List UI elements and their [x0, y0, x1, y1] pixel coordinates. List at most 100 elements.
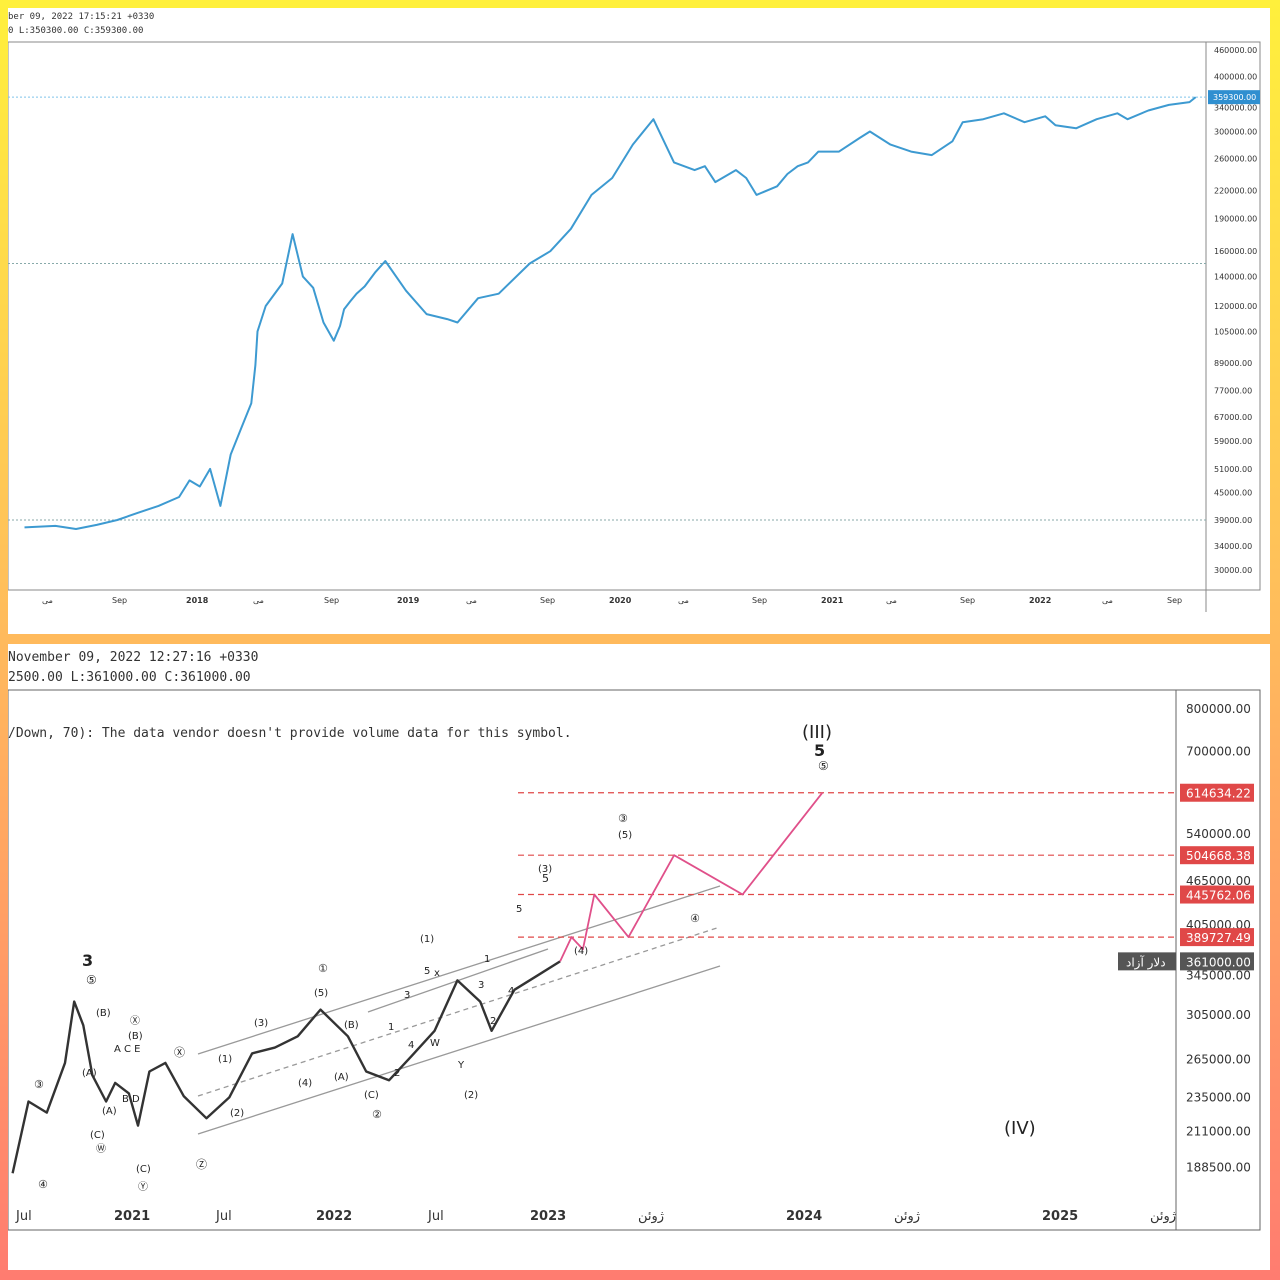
bottom-x-tick-label: 2025 — [1042, 1209, 1078, 1224]
wave-label: ⑤ — [86, 973, 97, 987]
wave-label: (1) — [218, 1054, 232, 1065]
wave-label: ③ — [618, 812, 628, 825]
top-y-tick-label: 340000.00 — [1214, 104, 1257, 113]
top-y-tick-label: 120000.00 — [1214, 302, 1257, 311]
trend-channel-line — [197, 926, 721, 1097]
top-y-tick-label: 89000.00 — [1214, 359, 1252, 368]
bottom-x-tick-label: 2021 — [114, 1209, 150, 1224]
wave-label: (A) — [102, 1106, 117, 1117]
top-x-tick-label: 2018 — [186, 596, 209, 605]
top-y-tick-label: 220000.00 — [1214, 187, 1257, 196]
wave-label: Ⓧ — [130, 1015, 140, 1027]
top-plot-frame — [8, 41, 1261, 591]
bottom-y-tick-label: 345000.00 — [1186, 969, 1251, 983]
bottom-y-tick-label: 211000.00 — [1186, 1125, 1251, 1139]
wave-label: 5 — [516, 904, 522, 915]
price-level-label: 445762.06 — [1186, 889, 1251, 903]
price-level-badge — [1180, 928, 1254, 947]
top-line-chart[interactable]: 460000.00 400000.00 340000.00 300000.00 2600… — [8, 8, 1270, 634]
top-x-tick-label: می — [886, 596, 897, 605]
wave-label: (IV) — [1004, 1118, 1036, 1139]
wave-label: B D — [122, 1094, 140, 1105]
top-price-line — [24, 96, 1197, 530]
price-tag-badge — [1118, 952, 1176, 971]
top-x-tick-label: 2020 — [609, 596, 632, 605]
top-x-tick-label: می — [466, 596, 477, 605]
bottom-elliott-wave-chart[interactable]: 800000.00700000.00540000.00465000.004050… — [8, 644, 1270, 1270]
wave-label: (5) — [618, 830, 632, 841]
bottom-y-tick-label: 188500.00 — [1186, 1160, 1251, 1174]
bottom-y-tick-label: 265000.00 — [1186, 1052, 1251, 1066]
top-x-tick-label: Sep — [112, 596, 127, 605]
top-y-tick-label: 77000.00 — [1214, 386, 1252, 395]
top-x-tick-label: Sep — [960, 596, 975, 605]
top-chart-header-ohlc: 0 L:350300.00 C:359300.00 — [8, 26, 144, 36]
top-y-tick-label: 45000.00 — [1214, 489, 1252, 498]
wave-label: 1 — [388, 1022, 394, 1033]
bottom-chart-header-date: November 09, 2022 12:27:16 +0330 — [8, 650, 259, 665]
wave-label: x — [434, 968, 440, 979]
wave-label: 4 — [508, 986, 514, 997]
last-price-label: 359300.00 — [1213, 93, 1256, 102]
price-level-label: 389727.49 — [1186, 931, 1251, 945]
wave-label: ⑤ — [818, 759, 829, 773]
wave-label: 5 — [542, 872, 549, 885]
bottom-x-tick-label: ژوئن — [894, 1209, 920, 1224]
top-x-tick-label: 2021 — [821, 596, 844, 605]
bottom-x-tick-label: ژوئن — [638, 1209, 664, 1224]
top-x-tick-label: می — [678, 596, 689, 605]
wave-label: (1) — [420, 934, 434, 945]
price-level-badge — [1180, 783, 1254, 802]
top-y-tick-label: 190000.00 — [1214, 214, 1257, 223]
top-x-tick-label: 2022 — [1029, 596, 1051, 605]
wave-label: Y — [457, 1060, 465, 1071]
wave-label: (A) — [334, 1072, 349, 1083]
bottom-x-tick-label: 2024 — [786, 1209, 822, 1224]
price-level-badge — [1180, 952, 1254, 971]
bottom-y-tick-label: 465000.00 — [1186, 874, 1251, 888]
wave-label: (3) — [538, 864, 552, 875]
wave-label: 4 — [408, 1040, 414, 1051]
wave-label: 1 — [484, 954, 490, 965]
top-y-tick-label: 260000.00 — [1214, 155, 1257, 164]
wave-label: (2) — [230, 1108, 244, 1119]
bottom-y-tick-label: 700000.00 — [1186, 745, 1251, 759]
wave-label: ② — [372, 1108, 382, 1121]
projection-path — [559, 792, 824, 962]
top-y-tick-label: 400000.00 — [1214, 73, 1257, 82]
wave-label: 3 — [478, 980, 484, 991]
last-price-badge — [1208, 90, 1260, 105]
bottom-chart-header-ohlc: 2500.00 L:361000.00 C:361000.00 — [8, 670, 251, 685]
wave-label: (B) — [96, 1008, 111, 1019]
top-chart-header-date: ber 09, 2022 17:15:21 +0330 — [8, 12, 155, 22]
bottom-y-tick-label: 800000.00 — [1186, 702, 1251, 716]
wave-label: (B) — [128, 1031, 143, 1042]
price-level-label: 614634.22 — [1186, 787, 1251, 801]
wave-label: ③ — [34, 1078, 44, 1091]
wave-label: 2 — [394, 1068, 400, 1079]
bottom-y-tick-label: 305000.00 — [1186, 1008, 1251, 1022]
top-y-tick-label: 105000.00 — [1214, 327, 1257, 336]
bottom-plot-frame — [8, 689, 1261, 1231]
top-x-tick-label: Sep — [752, 596, 767, 605]
wave-label: 2 — [490, 1016, 496, 1027]
wave-label: ① — [318, 962, 328, 975]
wave-label: 5 — [814, 741, 825, 760]
wave-label: A C E — [114, 1044, 141, 1055]
price-level-label: 361000.00 — [1186, 955, 1251, 969]
top-y-tick-label: 30000.00 — [1214, 566, 1252, 575]
trend-channel-line — [197, 965, 721, 1135]
wave-label: ④ — [38, 1178, 48, 1191]
price-level-badge — [1180, 846, 1254, 865]
wave-label: Ⓨ — [138, 1181, 148, 1193]
wave-label: (4) — [298, 1078, 312, 1089]
bottom-y-tick-label: 540000.00 — [1186, 827, 1251, 841]
volume-warning-note: /Down, 70): The data vendor doesn't prov… — [8, 726, 572, 741]
wave-label: (III) — [802, 722, 832, 743]
price-level-label: 504668.38 — [1186, 849, 1251, 863]
bottom-y-tick-label: 235000.00 — [1186, 1090, 1251, 1104]
wave-label: Ⓧ — [174, 1046, 185, 1059]
top-x-tick-label: می — [42, 596, 53, 605]
wave-label: (5) — [314, 988, 328, 999]
wave-label: 3 — [82, 951, 93, 970]
